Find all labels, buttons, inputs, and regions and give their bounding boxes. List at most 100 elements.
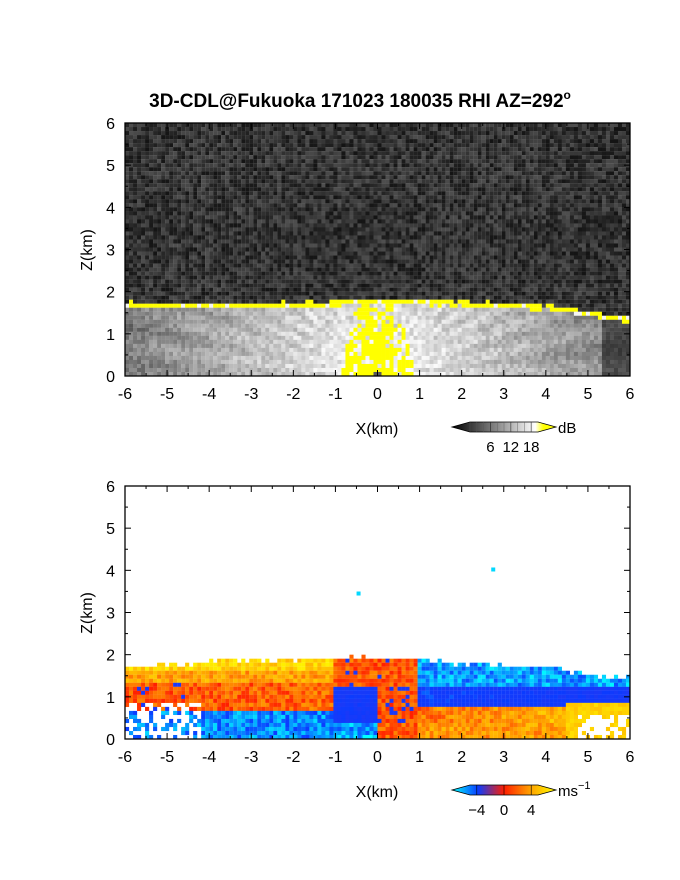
intensity-cell	[225, 247, 230, 252]
intensity-cell	[133, 187, 138, 192]
intensity-cell	[609, 191, 615, 196]
intensity-cell	[561, 255, 566, 260]
intensity-cell	[449, 231, 454, 236]
intensity-cell	[377, 259, 382, 264]
intensity-cell	[225, 155, 230, 160]
intensity-cell	[465, 187, 470, 192]
intensity-cell	[489, 203, 494, 208]
intensity-cell	[429, 199, 434, 204]
intensity-cell	[129, 203, 134, 208]
intensity-cell	[225, 251, 230, 256]
intensity-cell	[197, 159, 202, 164]
intensity-cell	[369, 279, 374, 284]
intensity-cell	[197, 143, 202, 148]
intensity-cell	[593, 199, 599, 204]
intensity-cell	[221, 243, 226, 248]
intensity-cell	[197, 139, 202, 144]
intensity-cell	[321, 247, 326, 252]
intensity-cell	[581, 167, 587, 172]
intensity-cell	[145, 191, 150, 196]
intensity-cell	[345, 131, 350, 136]
intensity-cell	[157, 259, 162, 264]
intensity-cell	[205, 155, 210, 160]
intensity-cell	[441, 263, 446, 268]
intensity-cell	[361, 155, 366, 160]
intensity-cell	[229, 167, 234, 172]
intensity-cell	[577, 227, 583, 232]
intensity-cell	[177, 243, 182, 248]
intensity-cell	[609, 131, 615, 136]
intensity-cell	[561, 179, 566, 184]
intensity-cell	[565, 263, 570, 268]
intensity-cell	[373, 135, 378, 140]
intensity-cell	[197, 131, 202, 136]
intensity-cell	[497, 159, 502, 164]
intensity-cell	[273, 163, 278, 168]
intensity-cell	[569, 239, 574, 244]
intensity-cell	[125, 183, 130, 188]
intensity-cell	[433, 267, 438, 272]
intensity-cell	[529, 255, 534, 260]
intensity-cell	[581, 175, 587, 180]
intensity-cell	[233, 191, 238, 196]
intensity-cell	[501, 275, 506, 280]
intensity-cell	[429, 203, 434, 208]
intensity-cell	[277, 275, 282, 280]
intensity-cell	[285, 167, 290, 172]
intensity-cell	[245, 219, 250, 224]
intensity-cell	[453, 171, 458, 176]
intensity-cell	[541, 275, 546, 280]
intensity-cell	[181, 207, 186, 212]
intensity-cell	[609, 159, 615, 164]
intensity-cell	[237, 203, 242, 208]
intensity-cell	[397, 207, 402, 212]
intensity-cell	[313, 163, 318, 168]
intensity-cell	[233, 171, 238, 176]
intensity-cell	[217, 251, 222, 256]
intensity-cell	[333, 163, 338, 168]
intensity-cell	[409, 215, 414, 220]
intensity-cell	[441, 275, 446, 280]
intensity-cell	[525, 123, 530, 128]
intensity-cell	[145, 155, 150, 160]
intensity-cell	[517, 135, 522, 140]
intensity-cell	[401, 239, 406, 244]
intensity-cell	[405, 267, 410, 272]
intensity-cell	[493, 251, 498, 256]
intensity-cell	[577, 199, 583, 204]
intensity-cell	[437, 175, 442, 180]
intensity-cell	[313, 171, 318, 176]
intensity-cell	[605, 247, 611, 252]
intensity-cell	[529, 215, 534, 220]
intensity-cell	[405, 171, 410, 176]
intensity-cell	[417, 139, 422, 144]
intensity-cell	[461, 187, 466, 192]
intensity-cell	[537, 251, 542, 256]
intensity-cell	[309, 163, 314, 168]
intensity-cell	[249, 231, 254, 236]
intensity-cell	[145, 143, 150, 148]
intensity-cell	[309, 203, 314, 208]
intensity-cell	[345, 251, 350, 256]
intensity-cell	[529, 231, 534, 236]
intensity-cell	[377, 271, 382, 276]
intensity-cell	[285, 211, 290, 216]
intensity-cell	[157, 167, 162, 172]
intensity-cell	[409, 203, 414, 208]
intensity-cell	[141, 247, 146, 252]
intensity-cell	[417, 151, 422, 156]
intensity-cell	[221, 207, 226, 212]
intensity-cell	[149, 159, 154, 164]
intensity-cell	[369, 251, 374, 256]
intensity-cell	[621, 183, 627, 188]
intensity-cell	[625, 191, 630, 196]
intensity-cell	[149, 147, 154, 152]
intensity-cell	[237, 267, 242, 272]
intensity-cell	[425, 203, 430, 208]
intensity-cell	[549, 187, 554, 192]
intensity-cell	[521, 267, 526, 272]
intensity-cell	[177, 247, 182, 252]
intensity-cell	[597, 187, 603, 192]
intensity-cell	[149, 279, 154, 284]
intensity-cell	[301, 135, 306, 140]
